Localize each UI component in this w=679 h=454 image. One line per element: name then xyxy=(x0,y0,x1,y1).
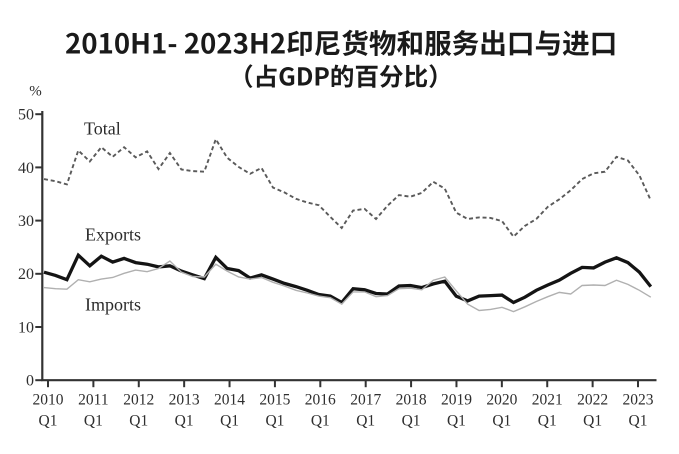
x-tick-year-label: 2016 xyxy=(305,392,336,409)
x-tick-year-label: 2011 xyxy=(78,392,108,409)
y-tick-label: 40 xyxy=(18,160,34,177)
x-tick-quarter-label: Q1 xyxy=(39,413,58,430)
x-tick-quarter-label: Q1 xyxy=(447,413,466,430)
x-tick-quarter-label: Q1 xyxy=(629,413,648,430)
series-line-imports xyxy=(43,260,652,313)
x-tick-quarter-label: Q1 xyxy=(583,413,602,430)
series-line-exports xyxy=(43,252,653,305)
x-tick-year-label: 2018 xyxy=(396,392,427,409)
x-tick-year-label: 2015 xyxy=(259,392,290,409)
series-line-total xyxy=(43,137,652,239)
x-tick-year-label: 2012 xyxy=(123,392,154,409)
x-tick-year-label: 2023 xyxy=(623,392,654,409)
x-tick-year-label: 2014 xyxy=(214,392,245,409)
x-tick-quarter-label: Q1 xyxy=(175,413,194,430)
x-tick-year-label: 2010 xyxy=(33,392,64,409)
x-tick-year-label: 2019 xyxy=(441,392,472,409)
y-tick-label: 30 xyxy=(18,213,34,230)
x-tick-year-label: 2013 xyxy=(169,392,200,409)
series-label-exports: Exports xyxy=(85,225,141,245)
x-tick-year-label: 2022 xyxy=(577,392,608,409)
x-tick-quarter-label: Q1 xyxy=(84,413,103,430)
y-tick-label: 20 xyxy=(18,266,34,283)
x-tick-quarter-label: Q1 xyxy=(402,413,421,430)
x-tick-quarter-label: Q1 xyxy=(220,413,239,430)
x-tick-quarter-label: Q1 xyxy=(311,413,330,430)
x-tick-quarter-label: Q1 xyxy=(356,413,375,430)
y-tick-label: 0 xyxy=(26,373,34,390)
chart-title-line1-glyphs xyxy=(66,29,615,56)
x-tick-year-label: 2020 xyxy=(486,392,517,409)
chart-title-glyphs xyxy=(66,29,615,88)
y-tick-label: 50 xyxy=(18,107,34,124)
x-tick-quarter-label: Q1 xyxy=(538,413,557,430)
series-label-total: Total xyxy=(84,119,121,139)
x-tick-quarter-label: Q1 xyxy=(265,413,284,430)
x-tick-year-label: 2021 xyxy=(532,392,563,409)
x-tick-quarter-label: Q1 xyxy=(129,413,148,430)
y-axis-unit-label: % xyxy=(29,84,42,100)
chart-title-line2-glyphs xyxy=(245,64,437,88)
x-tick-year-label: 2017 xyxy=(350,392,381,409)
y-tick-label: 10 xyxy=(18,319,34,336)
series-label-imports: Imports xyxy=(85,295,141,315)
x-tick-quarter-label: Q1 xyxy=(492,413,511,430)
